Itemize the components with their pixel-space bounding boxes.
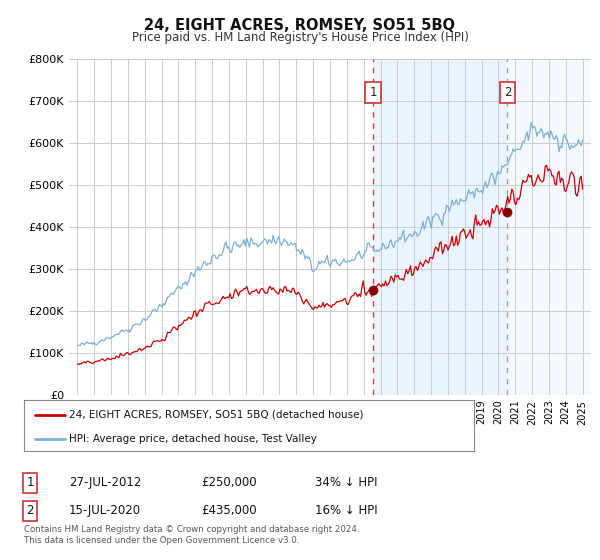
Bar — [373, 59, 508, 395]
Text: 15-JUL-2020: 15-JUL-2020 — [69, 504, 141, 517]
Text: 2: 2 — [26, 504, 34, 517]
Text: £250,000: £250,000 — [201, 476, 257, 489]
Bar — [508, 59, 591, 395]
Text: 2: 2 — [504, 86, 511, 99]
Text: 1: 1 — [369, 86, 377, 99]
Text: HPI: Average price, detached house, Test Valley: HPI: Average price, detached house, Test… — [69, 433, 317, 444]
Text: 27-JUL-2012: 27-JUL-2012 — [69, 476, 142, 489]
Text: Price paid vs. HM Land Registry's House Price Index (HPI): Price paid vs. HM Land Registry's House … — [131, 31, 469, 44]
Text: 16% ↓ HPI: 16% ↓ HPI — [315, 504, 377, 517]
Text: 1: 1 — [26, 476, 34, 489]
Text: £435,000: £435,000 — [201, 504, 257, 517]
Text: 34% ↓ HPI: 34% ↓ HPI — [315, 476, 377, 489]
Text: 24, EIGHT ACRES, ROMSEY, SO51 5BQ: 24, EIGHT ACRES, ROMSEY, SO51 5BQ — [145, 18, 455, 33]
Text: Contains HM Land Registry data © Crown copyright and database right 2024.
This d: Contains HM Land Registry data © Crown c… — [24, 525, 359, 545]
Text: 24, EIGHT ACRES, ROMSEY, SO51 5BQ (detached house): 24, EIGHT ACRES, ROMSEY, SO51 5BQ (detac… — [69, 409, 364, 419]
